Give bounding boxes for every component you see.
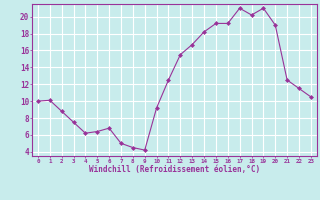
X-axis label: Windchill (Refroidissement éolien,°C): Windchill (Refroidissement éolien,°C)	[89, 165, 260, 174]
